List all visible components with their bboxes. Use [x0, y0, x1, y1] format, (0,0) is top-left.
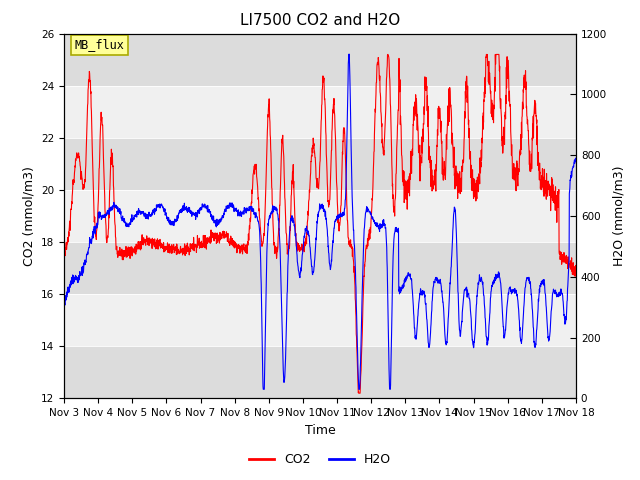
- Bar: [64, 294, 576, 346]
- Bar: [64, 138, 576, 190]
- Bar: [64, 242, 576, 294]
- Bar: [64, 34, 576, 86]
- Legend: CO2, H2O: CO2, H2O: [244, 448, 396, 471]
- Title: LI7500 CO2 and H2O: LI7500 CO2 and H2O: [240, 13, 400, 28]
- Bar: [64, 190, 576, 242]
- X-axis label: Time: Time: [305, 424, 335, 437]
- Text: MB_flux: MB_flux: [74, 38, 124, 51]
- Y-axis label: H2O (mmol/m3): H2O (mmol/m3): [612, 166, 626, 266]
- Bar: [64, 86, 576, 138]
- Y-axis label: CO2 (mmol/m3): CO2 (mmol/m3): [22, 166, 35, 266]
- Bar: [64, 346, 576, 398]
